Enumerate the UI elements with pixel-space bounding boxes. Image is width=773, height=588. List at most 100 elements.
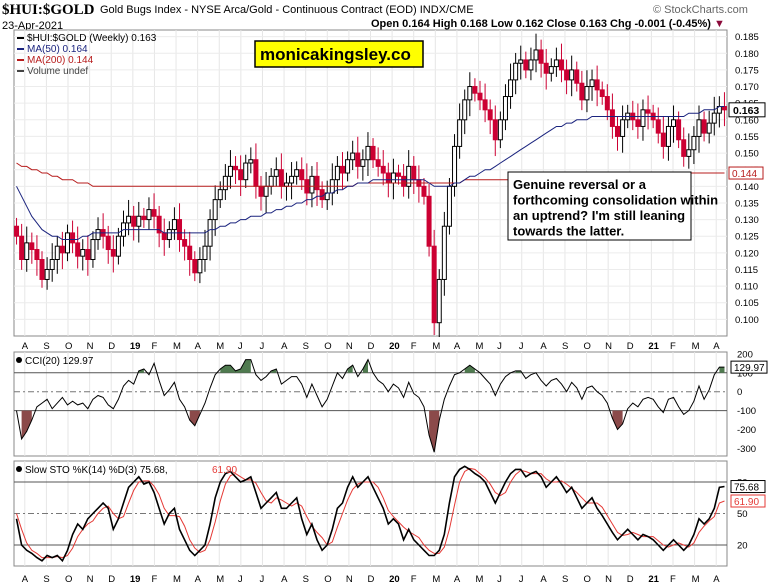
price-tick-label: 0.130: [735, 215, 759, 226]
cci-last-label: 129.97: [734, 363, 765, 374]
x-tick-label-price: 20: [389, 341, 400, 352]
x-tick-label-stoch: D: [368, 574, 375, 585]
candle-body: [243, 162, 249, 181]
candle-body: [375, 159, 381, 167]
candle-body: [29, 242, 35, 251]
cci-overbought-fill: [719, 367, 725, 373]
candle-body: [508, 79, 514, 98]
candle-body: [553, 59, 559, 68]
x-tick-label-price: 19: [130, 341, 141, 352]
cci-oversold-fill: [429, 410, 440, 453]
x-tick-label-stoch: J: [497, 574, 502, 585]
ma200-tag: [728, 166, 764, 180]
chart-name: Gold Bugs Index - NYSE Arca/Gold - Conti…: [100, 4, 474, 16]
candle-body: [620, 119, 626, 137]
candle-body: [421, 185, 427, 197]
candle-body: [24, 242, 30, 261]
candle-body: [401, 175, 407, 187]
candle-body: [380, 165, 386, 174]
x-tick-label-stoch: A: [454, 574, 461, 585]
candle-body: [528, 59, 534, 71]
candle-body: [599, 89, 605, 98]
candle-body: [564, 69, 570, 81]
candle-body: [151, 209, 157, 217]
candle-body: [273, 169, 279, 177]
stoch-legend-dot: [16, 466, 22, 472]
stoch-label: Slow STO %K(14) %D(3) 75.68,: [25, 465, 168, 476]
candle-body: [64, 232, 70, 254]
candle-body: [706, 122, 712, 134]
candle-body: [635, 119, 641, 127]
candle-body: [314, 175, 320, 191]
candle-body: [497, 119, 503, 141]
cci-tick-label: -100: [737, 406, 756, 417]
candle-body: [334, 165, 340, 181]
x-tick-label-price: A: [540, 341, 547, 352]
legend-ma50: MA(50) 0.164: [27, 44, 88, 55]
candle-body: [502, 96, 508, 121]
candle-body: [467, 86, 473, 101]
x-tick-label-stoch: M: [692, 574, 700, 585]
x-tick-label-stoch: A: [281, 574, 288, 585]
legend-main: $HUI:$GOLD (Weekly) 0.163: [27, 33, 157, 44]
candle-body: [370, 145, 376, 161]
cci-tick-label: 0: [737, 387, 742, 398]
x-tick-label-stoch: N: [346, 574, 353, 585]
candle-body: [350, 152, 356, 161]
candle-body: [390, 172, 396, 184]
candle-body: [115, 235, 121, 257]
x-tick-label-price: J: [238, 341, 243, 352]
candle-body: [299, 169, 305, 181]
candle-body: [360, 159, 366, 167]
badge-text: monicakingsley.co: [260, 45, 411, 64]
candle-body: [161, 232, 167, 241]
candle-body: [533, 49, 539, 61]
candle-body: [212, 199, 218, 221]
stoch-k-tag: [730, 480, 766, 494]
candle-body: [548, 66, 554, 74]
ma200-tag-label: 0.144: [732, 169, 757, 180]
candle-body: [543, 62, 549, 74]
candle-body: [477, 92, 483, 101]
x-tick-label-stoch: O: [65, 574, 72, 585]
price-tick-label: 0.140: [735, 182, 759, 193]
candle-body: [126, 215, 132, 224]
x-tick-label-stoch: A: [22, 574, 29, 585]
ma50-line: [16, 106, 725, 240]
chart-date: 23-Apr-2021: [2, 20, 64, 32]
candle-body: [54, 245, 60, 260]
x-tick-label-price: F: [151, 341, 157, 352]
candle-body: [258, 185, 264, 197]
candle-body: [676, 119, 682, 141]
candle-body: [671, 119, 677, 127]
x-tick-label-price: A: [195, 341, 202, 352]
x-tick-label-price: N: [346, 341, 353, 352]
candle-body: [309, 175, 315, 194]
candle-body: [192, 259, 198, 274]
x-tick-label-stoch: F: [151, 574, 157, 585]
x-tick-label-price: A: [713, 341, 720, 352]
price-tick-label: 0.175: [735, 65, 759, 76]
candle-body: [217, 189, 223, 201]
candle-body: [385, 172, 391, 184]
x-tick-label-price: M: [692, 341, 700, 352]
candle-body: [207, 219, 213, 247]
candle-body: [355, 152, 361, 167]
candle-body: [289, 175, 295, 184]
candle-body: [558, 59, 564, 71]
candle-body: [319, 189, 325, 201]
cci-overbought-fill: [347, 365, 353, 373]
candle-body: [589, 79, 595, 88]
candle-body: [70, 232, 76, 244]
x-tick-label-stoch: S: [562, 574, 568, 585]
candle-body: [513, 62, 519, 81]
x-tick-label-price: A: [454, 341, 461, 352]
candle-body: [233, 165, 239, 171]
candle-body: [691, 135, 697, 151]
x-tick-label-stoch: 20: [389, 574, 400, 585]
price-tick-label: 0.125: [735, 232, 759, 243]
last-close-label: 0.163: [733, 105, 759, 117]
price-tick-label: 0.110: [735, 282, 758, 293]
stoch-tick-label: 20: [737, 541, 748, 552]
price-tick-label: 0.155: [735, 132, 759, 143]
